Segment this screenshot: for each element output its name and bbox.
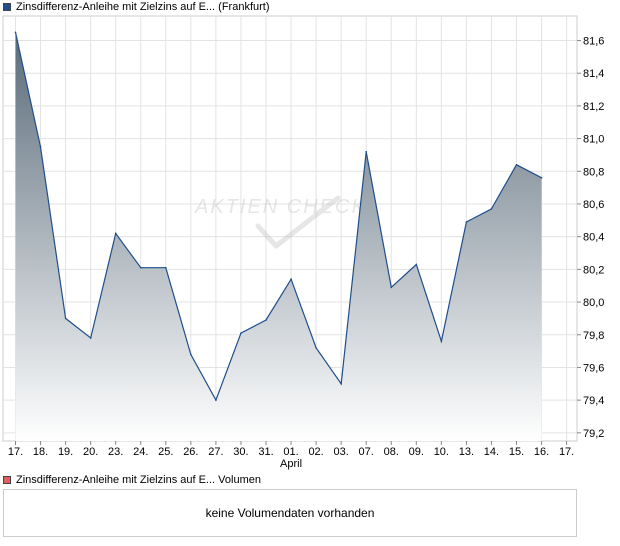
price-point	[340, 382, 342, 385]
price-point	[365, 150, 368, 153]
watermark: AKTIEN CHECK	[194, 195, 367, 249]
volume-legend: Zinsdifferenz-Anleihe mit Zielzins auf E…	[3, 473, 261, 487]
x-tick-label: 17.	[8, 446, 23, 458]
price-point	[139, 266, 142, 269]
y-axis: 79,2 79,4 79,6 79,8 80,0 80,2 80,4 80,6 80,8 81,0…	[577, 36, 604, 440]
price-point	[515, 163, 518, 166]
x-tick-label: 16.	[534, 446, 549, 458]
price-point	[265, 319, 267, 321]
volume-empty-message: keine Volumendaten vorhanden	[205, 506, 375, 520]
y-tick-label: 79,2	[583, 428, 604, 440]
x-tick-label: 01.	[283, 446, 298, 458]
y-tick-label: 81,0	[583, 134, 604, 146]
price-line	[14, 32, 542, 402]
price-point	[89, 337, 92, 339]
price-legend: Zinsdifferenz-Anleihe mit Zielzins auf E…	[3, 0, 270, 14]
y-tick-label: 80,8	[583, 166, 604, 178]
price-point	[540, 177, 543, 179]
price-area-fill	[15, 32, 542, 442]
y-tick-label: 79,6	[583, 362, 604, 374]
price-point	[490, 208, 493, 210]
x-tick-label: 08.	[384, 446, 399, 458]
x-tick-label: 18.	[33, 446, 48, 458]
x-tick-label: 13.	[459, 446, 474, 458]
y-tick-label: 81,4	[583, 68, 604, 80]
y-tick-label: 80,6	[583, 199, 604, 211]
x-month-label: April	[280, 458, 302, 470]
x-tick-label: 03.	[334, 446, 349, 458]
price-point	[39, 145, 42, 148]
price-point	[215, 399, 217, 401]
watermark-check-mark	[255, 195, 341, 249]
x-tick-label: 15.	[509, 446, 524, 458]
y-tick-label: 80,2	[583, 264, 604, 276]
x-tick-label: 26.	[183, 446, 198, 458]
price-point	[415, 263, 418, 266]
x-tick-label: 27.	[208, 446, 223, 458]
y-tick-label: 81,2	[583, 101, 604, 113]
price-point	[465, 221, 468, 223]
price-series	[14, 31, 543, 442]
x-tick-label: 25.	[158, 446, 173, 458]
x-axis: 17. 18. 19. 20. 23. 24. 25. 26. 27. 30. 31. 01. 02. 0…	[8, 441, 574, 470]
watermark-text: AKTIEN CHECK	[194, 196, 367, 218]
price-point	[290, 278, 292, 280]
x-tick-label: 14.	[484, 446, 499, 458]
x-tick-label: 23.	[108, 446, 123, 458]
x-tick-label: 10.	[434, 446, 449, 458]
price-point	[190, 353, 192, 356]
y-tick-label: 79,8	[583, 330, 604, 342]
price-point	[440, 340, 443, 343]
price-point	[165, 266, 167, 269]
x-tick-label: 30.	[233, 446, 248, 458]
volume-panel: keine Volumendaten vorhanden	[3, 489, 577, 537]
price-legend-swatch	[3, 3, 11, 11]
y-tick-label: 80,4	[583, 232, 604, 244]
x-tick-label: 02.	[308, 446, 323, 458]
volume-legend-swatch	[3, 476, 11, 484]
x-tick-label: 19.	[58, 446, 73, 458]
price-point	[240, 332, 242, 334]
x-tick-label: 07.	[359, 446, 374, 458]
price-point	[64, 317, 67, 320]
x-tick-label: 24.	[133, 446, 148, 458]
price-point	[390, 286, 393, 289]
price-point	[114, 232, 117, 235]
x-tick-label: 17.	[559, 446, 574, 458]
x-tick-label: 20.	[83, 446, 98, 458]
price-chart: AKTIEN CHECK 17. 18. 19. 20. 23. 24. 25. 26. 27.…	[2, 15, 604, 470]
y-tick-label: 81,6	[583, 36, 604, 48]
y-tick-label: 80,0	[583, 297, 604, 309]
volume-legend-label: Zinsdifferenz-Anleihe mit Zielzins auf E…	[16, 474, 261, 486]
price-point	[315, 347, 317, 349]
x-tick-label: 31.	[258, 446, 273, 458]
price-point	[14, 31, 17, 34]
y-tick-label: 79,4	[583, 395, 604, 407]
x-tick-label: 09.	[409, 446, 424, 458]
price-legend-label: Zinsdifferenz-Anleihe mit Zielzins auf E…	[16, 1, 270, 13]
